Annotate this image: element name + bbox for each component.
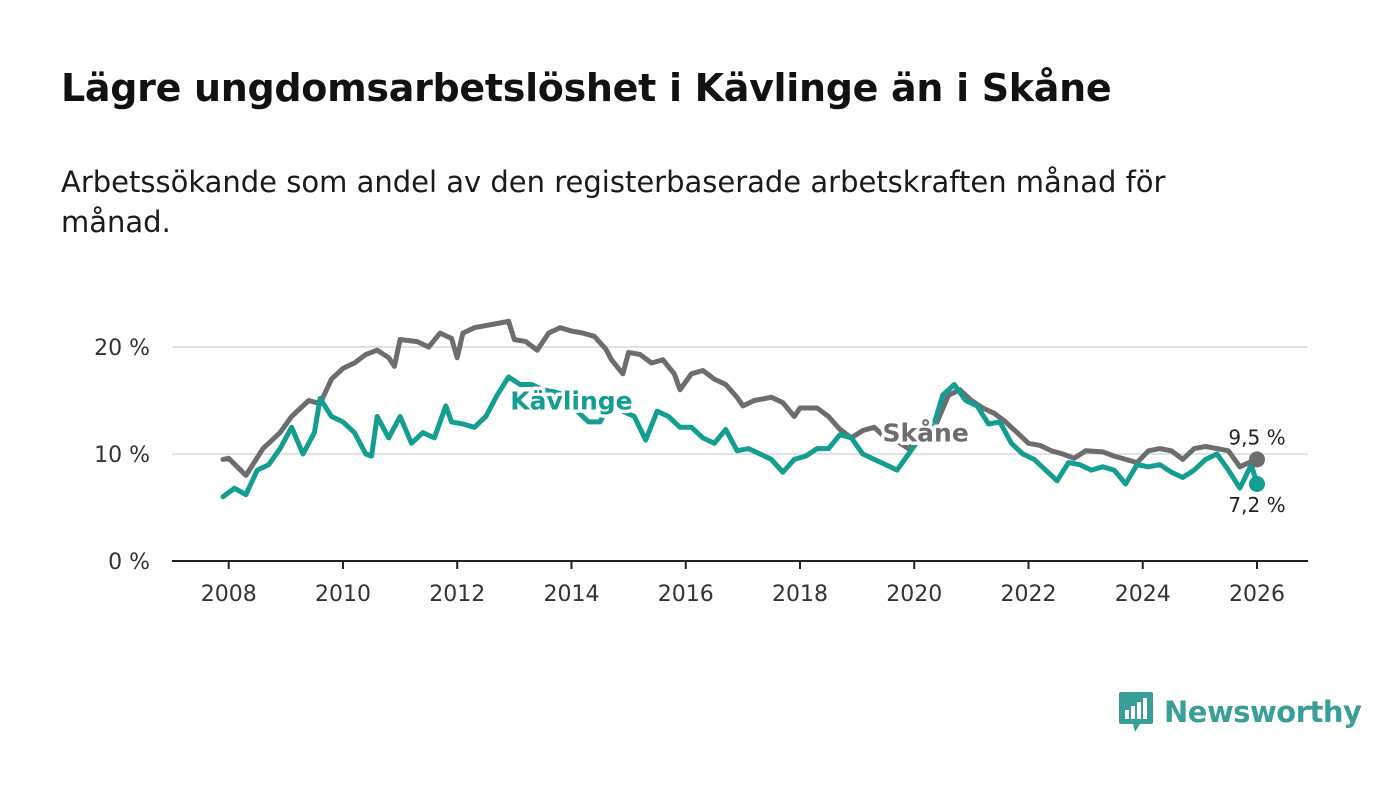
x-tick-label-2014: 2014 — [543, 582, 599, 607]
y-tick-label-1: 10 % — [94, 443, 150, 468]
x-axis: 2008 2010 2012 2014 2016 2018 2020 2022 2024 2026 — [201, 561, 1285, 607]
y-tick-label-0: 0 % — [108, 550, 150, 575]
series-lines — [220, 318, 1260, 500]
series-label-kavlinge: Kävlinge — [510, 387, 632, 416]
chart-title: Lägre ungdomsarbetslöshet i Kävlinge än … — [61, 66, 1112, 110]
series-label-skane: Skåne — [883, 419, 969, 448]
gridlines — [172, 346, 1308, 562]
end-markers — [1249, 451, 1265, 492]
x-tick-label-2012: 2012 — [429, 582, 485, 607]
end-marker-skane — [1249, 451, 1265, 468]
brand-name: Newsworthy — [1164, 695, 1362, 729]
x-tick-label-2026: 2026 — [1229, 582, 1285, 607]
end-labels: 9,5 % 7,2 % — [1228, 425, 1285, 517]
end-label-kavlinge: 7,2 % — [1228, 493, 1285, 517]
x-tick-label-2020: 2020 — [886, 582, 942, 607]
end-marker-kavlinge — [1249, 475, 1265, 492]
x-tick-label-2018: 2018 — [772, 582, 828, 607]
series-line-kavlinge — [220, 374, 1260, 500]
y-tick-label-2: 20 % — [94, 336, 150, 361]
newsworthy-logo-icon — [1119, 692, 1153, 732]
x-tick-label-2022: 2022 — [1000, 582, 1056, 607]
brand-logo: Newsworthy — [1118, 690, 1362, 734]
chart-subtitle: Arbetssökande som andel av den registerb… — [61, 165, 1166, 239]
x-tick-label-2016: 2016 — [658, 582, 714, 607]
y-axis-labels: 0 % 10 % 20 % — [94, 336, 150, 575]
series-labels: Kävlinge Skåne — [507, 383, 972, 451]
x-tick-label-2010: 2010 — [315, 582, 371, 607]
x-tick-label-2008: 2008 — [201, 582, 257, 607]
end-label-skane: 9,5 % — [1228, 425, 1285, 449]
series-line-skane — [220, 318, 1260, 478]
x-tick-label-2024: 2024 — [1115, 582, 1171, 607]
